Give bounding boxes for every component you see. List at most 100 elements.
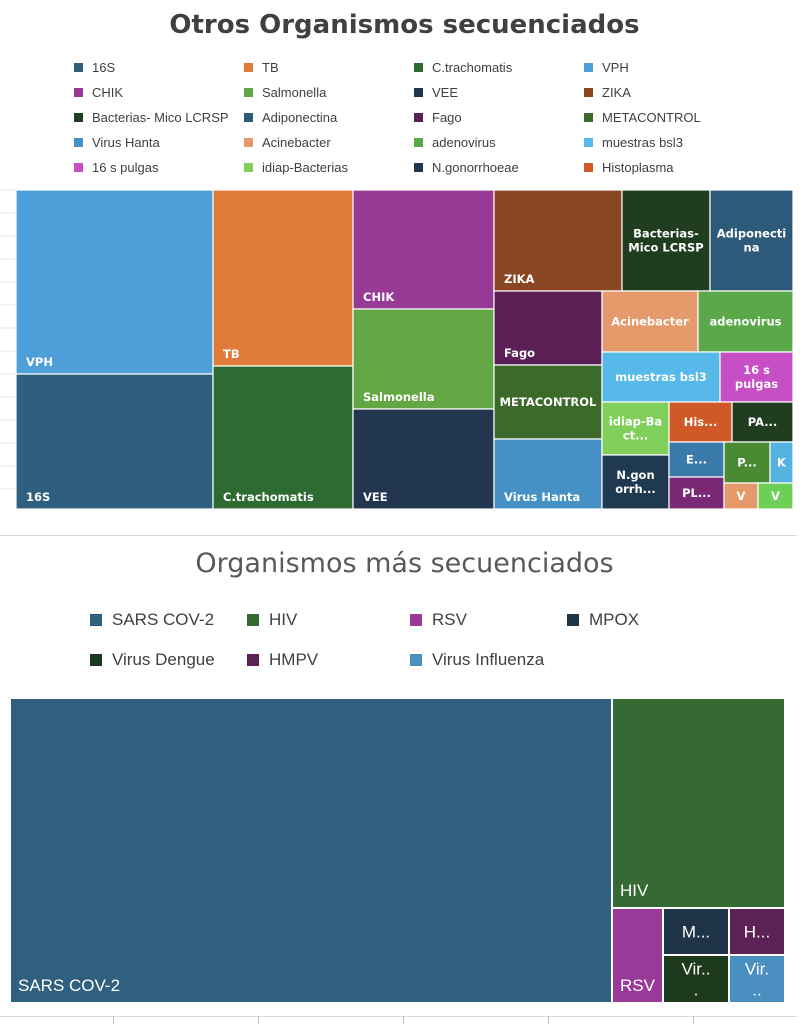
tile-rect-v2 bbox=[757, 482, 794, 510]
tile-rect-rsv bbox=[611, 907, 664, 1004]
tile-rect-virus-hanta bbox=[493, 438, 603, 510]
legend-swatch bbox=[74, 88, 83, 98]
top-treemap: VPH 16S TB C.trachomatis CHIK Salmonella VEE ZI… bbox=[0, 189, 794, 510]
tile-label-hiv: HIV bbox=[620, 881, 649, 900]
legend-swatch bbox=[414, 63, 423, 73]
legend-swatch bbox=[584, 138, 593, 148]
legend-label: C.trachomatis bbox=[432, 60, 513, 75]
tile-rect-virus-influenza bbox=[728, 954, 786, 1004]
top-chart-title: Otros Organismos secuenciados bbox=[169, 10, 640, 40]
legend-label: RSV bbox=[432, 610, 467, 629]
bottom-legend-item-mpox: MPOX bbox=[567, 610, 639, 630]
treemap-tile-muestras-bsl3: muestras bsl3 bbox=[601, 351, 721, 403]
legend-swatch bbox=[74, 63, 83, 73]
tile-rect-vee bbox=[352, 408, 495, 510]
tile-label-k: K bbox=[777, 456, 787, 470]
top-legend-item-acinebacter: Acinebacter bbox=[244, 135, 331, 150]
tile-label-idiap-bacterias: idiap-Ba ct... bbox=[609, 414, 662, 442]
tile-label-pl: PL... bbox=[682, 486, 711, 500]
treemap-tile-rsv: RSV bbox=[611, 907, 664, 1004]
legend-label: VPH bbox=[602, 60, 629, 75]
tile-label-chik: CHIK bbox=[363, 290, 395, 304]
tile-label-adenovirus: adenovirus bbox=[709, 315, 781, 329]
legend-label: Bacterias- Mico LCRSP bbox=[92, 110, 229, 125]
bottom-chart-title: Organismos más secuenciados bbox=[195, 548, 614, 579]
treemap-tile-virus-dengue: Vir... bbox=[662, 954, 730, 1004]
treemap-tile-fago: Fago bbox=[493, 290, 603, 366]
tile-label-acinebacter: Acinebacter bbox=[611, 315, 689, 329]
tile-label-pa: PA... bbox=[748, 415, 778, 429]
tile-rect-acinebacter bbox=[601, 290, 699, 353]
legend-label: HIV bbox=[269, 610, 298, 629]
top-legend-item-chik: CHIK bbox=[74, 85, 123, 100]
bottom-legend-item-hiv: HIV bbox=[247, 610, 297, 630]
legend-swatch bbox=[244, 113, 253, 123]
legend-swatch bbox=[584, 63, 593, 73]
tile-rect-hmpv bbox=[728, 907, 786, 956]
tile-label-v1: V bbox=[737, 489, 746, 503]
treemap-tile-acinebacter: Acinebacter bbox=[601, 290, 699, 353]
treemap-tile-16-s-pulgas: 16 s pulgas bbox=[719, 351, 794, 403]
legend-swatch bbox=[410, 613, 422, 626]
treemap-tile-sars-cov-2: SARS COV-2 bbox=[9, 697, 613, 1004]
tile-label-c-trachomatis: C.trachomatis bbox=[223, 490, 314, 504]
top-legend-item-zika: ZIKA bbox=[584, 85, 631, 100]
legend-label: CHIK bbox=[92, 85, 124, 100]
treemap-tile-hiv: HIV bbox=[611, 697, 786, 909]
tile-label-mpox: M... bbox=[682, 922, 710, 941]
legend-label: N.gonorrhoeae bbox=[432, 160, 519, 175]
axis-tick bbox=[113, 1016, 114, 1024]
legend-label: Virus Influenza bbox=[432, 650, 545, 669]
treemap-tile-pl: PL... bbox=[668, 476, 725, 510]
treemap-tile-mpox: M... bbox=[662, 907, 730, 956]
axis-tick bbox=[548, 1016, 549, 1024]
axis-tick bbox=[403, 1016, 404, 1024]
treemap-tile-adiponectina: Adiponecti na bbox=[709, 189, 794, 292]
tile-label-vee: VEE bbox=[363, 490, 388, 504]
top-legend: 16S TB C.trachomatis VPH CHIK Salmonella VEE ZI… bbox=[60, 49, 778, 187]
top-legend-item-bacterias-mico-lcrsp: Bacterias- Mico LCRSP bbox=[74, 110, 229, 125]
tile-rect-fago bbox=[493, 290, 603, 366]
legend-label: Acinebacter bbox=[262, 135, 331, 150]
legend-label: ZIKA bbox=[602, 85, 631, 100]
treemap-tile-tb: TB bbox=[212, 189, 354, 367]
tile-label-fago: Fago bbox=[504, 346, 535, 360]
legend-label: Virus Hanta bbox=[92, 135, 160, 150]
top-legend-item-adiponectina: Adiponectina bbox=[244, 110, 337, 125]
legend-label: METACONTROL bbox=[602, 110, 701, 125]
top-legend-item-virus-hanta: Virus Hanta bbox=[74, 135, 160, 150]
legend-swatch bbox=[90, 613, 102, 626]
tile-rect-mpox bbox=[662, 907, 730, 956]
top-legend-item-fago: Fago bbox=[414, 110, 462, 125]
legend-swatch bbox=[584, 163, 593, 173]
legend-swatch bbox=[90, 653, 102, 666]
legend-label: Histoplasma bbox=[602, 160, 674, 175]
legend-swatch bbox=[244, 88, 253, 98]
legend-swatch bbox=[414, 88, 423, 98]
treemap-tile-v1: V bbox=[723, 482, 759, 510]
legend-swatch bbox=[244, 138, 253, 148]
tile-label-zika: ZIKA bbox=[504, 272, 535, 286]
tile-rect-pl bbox=[668, 476, 725, 510]
tile-label-n-gonorrhoeae: N.gon orrh... bbox=[615, 468, 656, 496]
legend-swatch bbox=[74, 138, 83, 148]
treemap-tile-vph: VPH bbox=[15, 189, 214, 375]
treemap-tile-virus-influenza: Vir... bbox=[728, 954, 786, 1004]
treemap-tile-n-gonorrhoeae: N.gon orrh... bbox=[601, 454, 670, 510]
tile-rect-n-gonorrhoeae bbox=[601, 454, 670, 510]
tile-label-rsv: RSV bbox=[620, 976, 656, 995]
treemap-tile-virus-hanta: Virus Hanta bbox=[493, 438, 603, 510]
tile-rect-16s bbox=[15, 373, 214, 510]
tile-label-virus-dengue: Vir... bbox=[682, 959, 711, 999]
tile-rect-16-s-pulgas bbox=[719, 351, 794, 403]
top-chart-panel: VPH 16S TB C.trachomatis CHIK Salmonella VEE ZI… bbox=[0, 0, 797, 512]
tile-rect-tb bbox=[212, 189, 354, 367]
top-legend-item-histoplasma: Histoplasma bbox=[584, 160, 674, 175]
legend-label: VEE bbox=[432, 85, 459, 100]
treemap-tile-idiap-bacterias: idiap-Ba ct... bbox=[601, 401, 670, 456]
treemap-tile-metacontrol: METACONTROL bbox=[493, 364, 603, 440]
top-legend-item-16s: 16S bbox=[74, 60, 115, 75]
top-legend-item-tb: TB bbox=[244, 60, 279, 75]
legend-label: SARS COV-2 bbox=[112, 610, 215, 629]
tile-rect-hiv bbox=[611, 697, 786, 909]
